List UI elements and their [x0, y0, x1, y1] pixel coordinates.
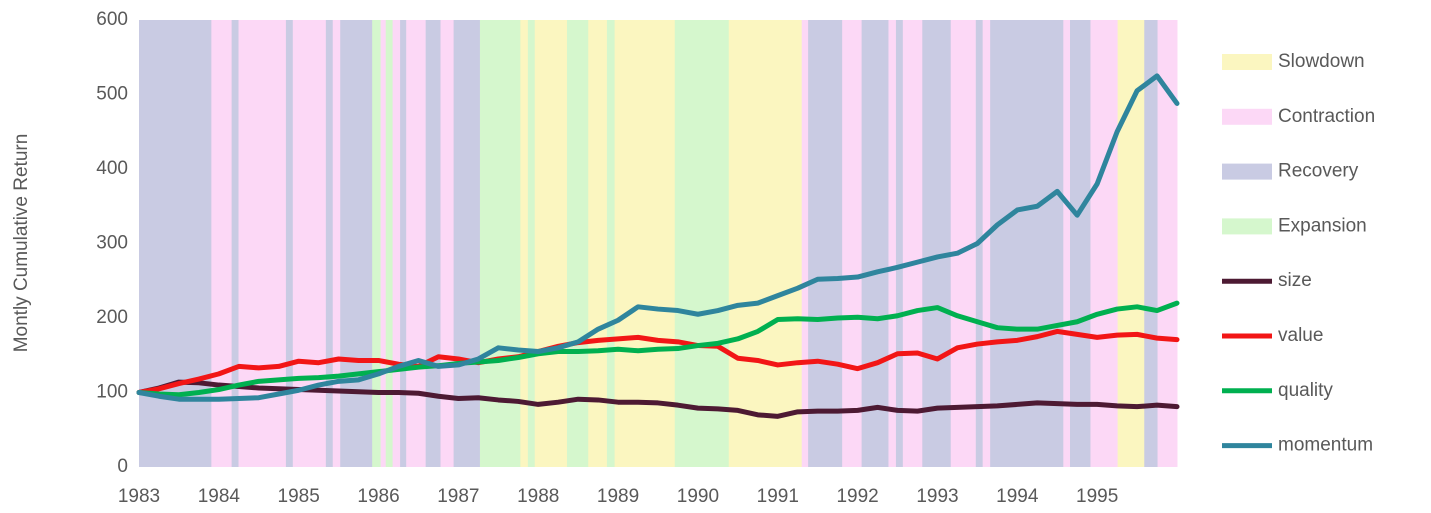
regime-band: [292, 20, 327, 467]
y-tick-label: 500: [96, 84, 128, 105]
x-tick-label: 1987: [437, 486, 479, 507]
regime-band: [887, 20, 897, 467]
regime-bands: [139, 20, 1178, 467]
x-tick-label: 1986: [357, 486, 399, 507]
x-tick-label: 1988: [517, 486, 559, 507]
legend-swatch: [1222, 54, 1272, 70]
legend-label: quality: [1278, 380, 1333, 401]
series-line: [136, 328, 1180, 395]
x-tick-label: 1984: [198, 486, 241, 507]
y-tick-label: 600: [96, 9, 128, 30]
regime-band: [527, 20, 535, 467]
regime-band: [801, 20, 809, 467]
y-tick-label: 400: [96, 158, 128, 179]
legend-label: momentum: [1278, 435, 1373, 456]
legend-swatch: [1222, 163, 1272, 180]
legend-label: Slowdown: [1278, 51, 1365, 72]
regime-band: [861, 20, 889, 467]
x-tick-label: 1991: [757, 486, 799, 507]
legend-swatch: [1222, 108, 1272, 125]
legend-label: Contraction: [1278, 106, 1375, 127]
regime-band: [1117, 20, 1145, 467]
regime-band: [340, 20, 373, 467]
regime-band: [841, 20, 863, 467]
regime-band: [990, 20, 1064, 467]
regime-band: [325, 20, 333, 467]
regime-band: [210, 20, 233, 467]
regime-band: [285, 20, 293, 467]
regime-band: [606, 20, 615, 467]
y-tick-label: 200: [96, 307, 128, 328]
x-tick-label: 1995: [1076, 486, 1118, 507]
regime-band: [332, 20, 341, 467]
y-axis-title: Montly Cumulative Return: [11, 134, 32, 353]
regime-band: [534, 20, 568, 467]
regime-band: [453, 20, 481, 467]
legend-label: size: [1278, 270, 1312, 291]
legend-swatch: [1222, 218, 1272, 235]
series-line: [136, 73, 1180, 402]
x-tick-label: 1985: [278, 486, 320, 507]
regime-band: [519, 20, 529, 467]
regime-band: [895, 20, 903, 467]
x-tick-label: 1993: [916, 486, 958, 507]
regime-band: [922, 20, 951, 467]
regime-band: [566, 20, 589, 467]
regime-band: [372, 20, 381, 467]
x-tick-label: 1994: [996, 486, 1039, 507]
regime-band: [231, 20, 239, 467]
legend-label: value: [1278, 325, 1323, 346]
regime-band: [808, 20, 843, 467]
regime-band: [982, 20, 991, 467]
lines: [136, 73, 1180, 419]
legend: Slowdown Contraction Recovery Expansion size…: [1222, 51, 1375, 456]
regime-band: [1070, 20, 1091, 467]
regime-band: [479, 20, 521, 467]
regime-band: [587, 20, 608, 467]
series-line: [136, 379, 1180, 419]
regime-band: [728, 20, 803, 467]
x-tick-label: 1990: [677, 486, 719, 507]
series-line: [136, 300, 1180, 398]
x-tick-label: 1989: [597, 486, 639, 507]
regime-band: [400, 20, 407, 467]
regime-band: [1157, 20, 1178, 467]
x-tick-label: 1992: [836, 486, 878, 507]
regime-band: [1144, 20, 1158, 467]
regime-band: [1062, 20, 1071, 467]
regime-band: [385, 20, 393, 467]
regime-band: [1089, 20, 1118, 467]
x-tick-label: 1983: [118, 486, 160, 507]
y-tick-label: 300: [96, 233, 128, 254]
regime-band: [425, 20, 441, 467]
legend-label: Recovery: [1278, 161, 1359, 182]
regime-band: [392, 20, 401, 467]
y-tick-label: 0: [117, 456, 128, 477]
regime-band: [674, 20, 729, 467]
regime-band: [902, 20, 923, 467]
regime-band: [405, 20, 427, 467]
regime-band: [614, 20, 676, 467]
y-tick-label: 100: [96, 382, 128, 403]
legend-label: Expansion: [1278, 215, 1367, 236]
regime-band: [380, 20, 387, 467]
